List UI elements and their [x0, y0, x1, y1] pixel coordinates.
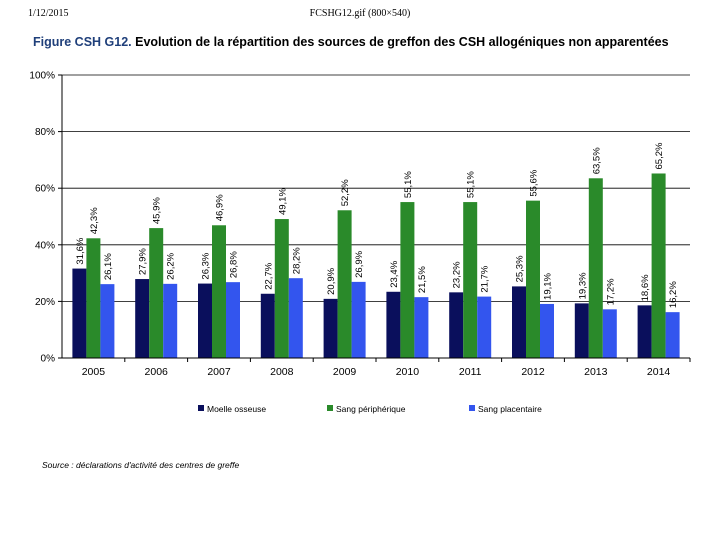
x-tick-label: 2006 [145, 366, 169, 378]
data-label: 63,5% [591, 147, 602, 174]
bar [637, 305, 652, 358]
bar [135, 279, 150, 358]
bars [72, 173, 680, 358]
data-label: 20,9% [326, 267, 337, 294]
data-labels: 31,6%42,3% 26,1% 27,9% 45,9% 26,2% 26,3% 46,9%… [75, 142, 679, 308]
data-label: 16,2% [668, 281, 679, 308]
data-label: 31,6% [75, 237, 86, 264]
bar [651, 173, 666, 358]
x-tick-label: 2010 [396, 366, 420, 378]
legend: Moelle osseuse Sang périphérique Sang plac… [198, 404, 542, 414]
data-label: 23,4% [389, 260, 400, 287]
data-label: 55,1% [466, 171, 477, 198]
bar [198, 283, 212, 358]
figure-title-text: Evolution de la répartition des sources … [135, 35, 669, 49]
data-label: 23,2% [452, 261, 463, 288]
data-label: 26,2% [166, 252, 177, 279]
y-tick-label: 20% [35, 297, 55, 308]
bar [260, 293, 275, 358]
axes: 0% 20% 40% 60% 80% 100% 2005 2006 2007 2008 2009 20… [29, 71, 691, 378]
y-tick-label: 100% [29, 71, 55, 82]
legend-label: Sang placentaire [478, 404, 542, 414]
bar [588, 178, 603, 358]
data-label: 19,1% [543, 272, 554, 299]
x-tick-label: 2012 [521, 366, 545, 378]
bar [100, 284, 115, 358]
bar [665, 312, 680, 358]
legend-label: Moelle osseuse [207, 404, 266, 414]
bar [463, 202, 478, 358]
bar [149, 228, 164, 358]
data-label: 26,8% [229, 251, 240, 278]
data-label: 18,6% [640, 274, 651, 301]
data-label: 26,9% [354, 250, 365, 277]
x-tick-label: 2008 [270, 366, 294, 378]
x-tick-label: 2013 [584, 366, 608, 378]
data-label: 17,2% [605, 278, 616, 305]
data-label: 26,3% [201, 252, 212, 279]
data-label: 19,3% [577, 272, 588, 299]
bar [288, 278, 303, 358]
bar [477, 296, 492, 358]
bar [540, 303, 554, 358]
legend-swatch [469, 405, 475, 411]
bar [323, 298, 338, 358]
data-label: 22,7% [263, 262, 274, 289]
data-label: 45,9% [152, 197, 163, 224]
y-tick-label: 0% [41, 354, 56, 365]
bar [212, 225, 226, 358]
y-tick-label: 40% [35, 240, 55, 251]
x-tick-label: 2014 [647, 366, 671, 378]
data-label: 25,3% [515, 255, 526, 282]
bar [351, 281, 366, 358]
x-tick-label: 2011 [459, 366, 482, 378]
header-file-name: FCSHG12.gif (800×540) [309, 8, 411, 19]
data-label: 21,7% [480, 265, 491, 292]
data-label: 46,9% [215, 194, 226, 221]
legend-label: Sang périphérique [336, 404, 406, 414]
legend-swatch [327, 405, 333, 411]
data-label: 21,5% [417, 266, 428, 293]
bar [226, 282, 240, 358]
bar [526, 200, 540, 358]
x-tick-label: 2005 [82, 366, 106, 378]
data-label: 65,2% [654, 142, 665, 169]
bar [414, 297, 429, 358]
bar [337, 210, 352, 358]
data-label: 26,1% [103, 253, 114, 280]
y-tick-label: 60% [35, 184, 55, 195]
bar [163, 283, 178, 358]
data-label: 28,2% [291, 247, 302, 274]
data-label: 42,3% [89, 207, 100, 234]
figure-label: Figure CSH G12. [33, 35, 132, 49]
x-tick-label: 2007 [207, 366, 231, 378]
bar [400, 202, 415, 358]
source-note: Source : déclarations d'activité des cen… [42, 460, 240, 470]
bar [602, 309, 617, 358]
header-date: 1/12/2015 [28, 8, 69, 19]
y-tick-label: 80% [35, 127, 55, 138]
data-label: 55,1% [403, 171, 414, 198]
x-tick-label: 2009 [333, 366, 357, 378]
bar [274, 219, 289, 358]
bar [386, 291, 401, 358]
data-label: 52,2% [340, 179, 351, 206]
data-label: 49,1% [277, 188, 288, 215]
figure-title: Figure CSH G12. Evolution de la répartit… [33, 35, 669, 49]
bar [86, 238, 101, 358]
bar [512, 286, 526, 358]
bar [72, 268, 87, 358]
legend-swatch [198, 405, 204, 411]
data-label: 55,6% [529, 169, 540, 196]
bar [574, 303, 589, 358]
data-label: 27,9% [138, 248, 149, 275]
bar [449, 292, 464, 358]
